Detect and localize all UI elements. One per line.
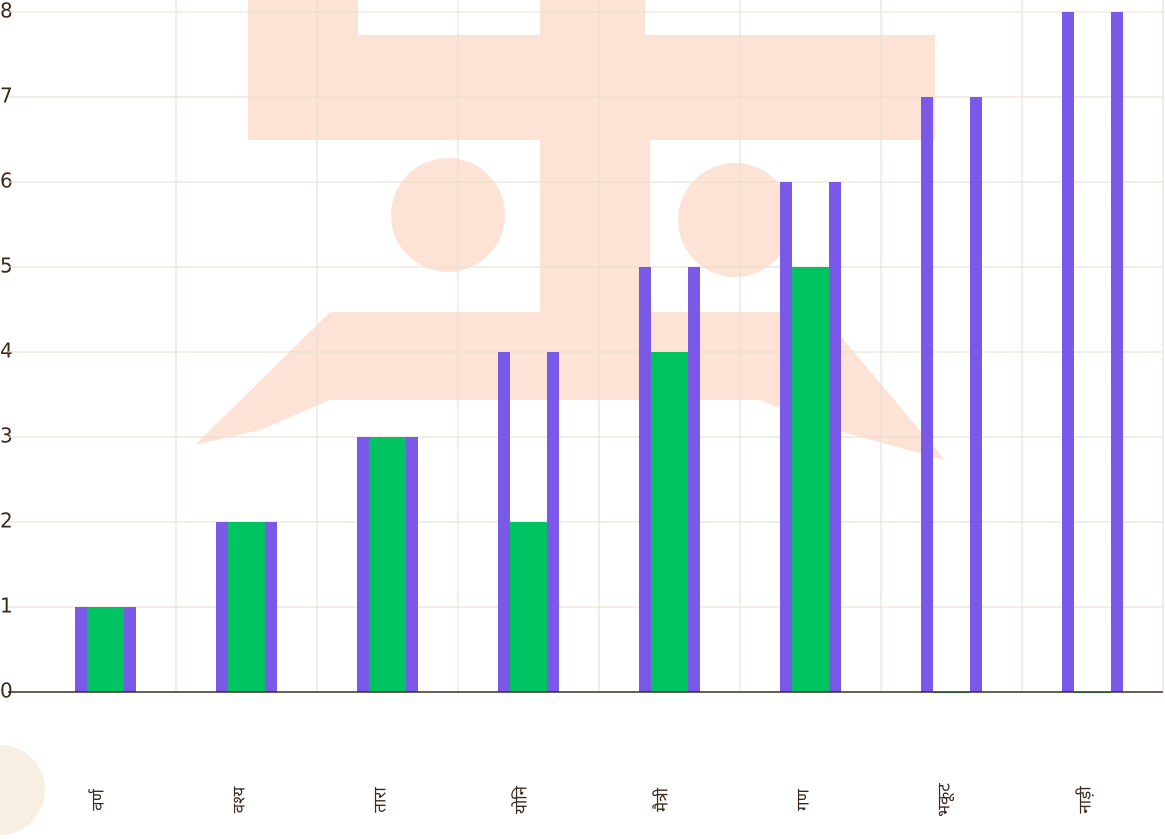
obtained-bar bbox=[228, 522, 265, 692]
y-tick-label: 7 bbox=[0, 84, 13, 108]
x-tick-label: वश्य bbox=[230, 786, 250, 814]
max-bar-right bbox=[124, 607, 136, 692]
y-tick-label: 5 bbox=[0, 254, 13, 278]
x-tick-label: योनि bbox=[511, 785, 532, 814]
y-tick-label: 6 bbox=[0, 169, 13, 193]
max-bar-left bbox=[780, 182, 792, 692]
y-tick-label: 4 bbox=[0, 339, 13, 363]
x-tick-label: वर्ण bbox=[88, 788, 109, 811]
x-tick-label: नाड़ी bbox=[1075, 786, 1096, 814]
x-tick-label: तारा bbox=[371, 787, 391, 813]
max-bar-right bbox=[265, 522, 277, 692]
max-bar-left bbox=[1062, 12, 1074, 692]
y-tick-label: 3 bbox=[0, 424, 13, 448]
obtained-bar bbox=[792, 267, 829, 692]
obtained-bar bbox=[651, 352, 688, 692]
obtained-bar bbox=[87, 607, 124, 692]
obtained-bar bbox=[510, 522, 547, 692]
max-bar-right bbox=[406, 437, 418, 692]
y-tick-label: 8 bbox=[0, 0, 13, 23]
max-bar-right bbox=[970, 97, 982, 692]
max-bar-left bbox=[639, 267, 651, 692]
max-bar-left bbox=[216, 522, 228, 692]
max-bar-right bbox=[547, 352, 559, 692]
max-bar-left bbox=[498, 352, 510, 692]
max-bar-right bbox=[688, 267, 700, 692]
y-tick-label: 1 bbox=[0, 594, 13, 618]
max-bar-left bbox=[357, 437, 369, 692]
obtained-bar bbox=[369, 437, 406, 692]
y-tick-label: 2 bbox=[0, 509, 13, 533]
x-tick-label: भकूट bbox=[935, 783, 955, 817]
max-bar-left bbox=[921, 97, 933, 692]
x-tick-label: गण bbox=[794, 788, 814, 811]
max-bar-left bbox=[75, 607, 87, 692]
max-bar-right bbox=[1111, 12, 1123, 692]
y-tick-label: 0 bbox=[0, 679, 13, 703]
x-tick-label: मैत्री bbox=[652, 787, 673, 812]
max-bar-right bbox=[829, 182, 841, 692]
chart: 0 1 2 3 4 5 6 7 8 वर्ण वश्य तारा योनि मैत्री गण भकूट नाड… bbox=[0, 0, 1165, 840]
